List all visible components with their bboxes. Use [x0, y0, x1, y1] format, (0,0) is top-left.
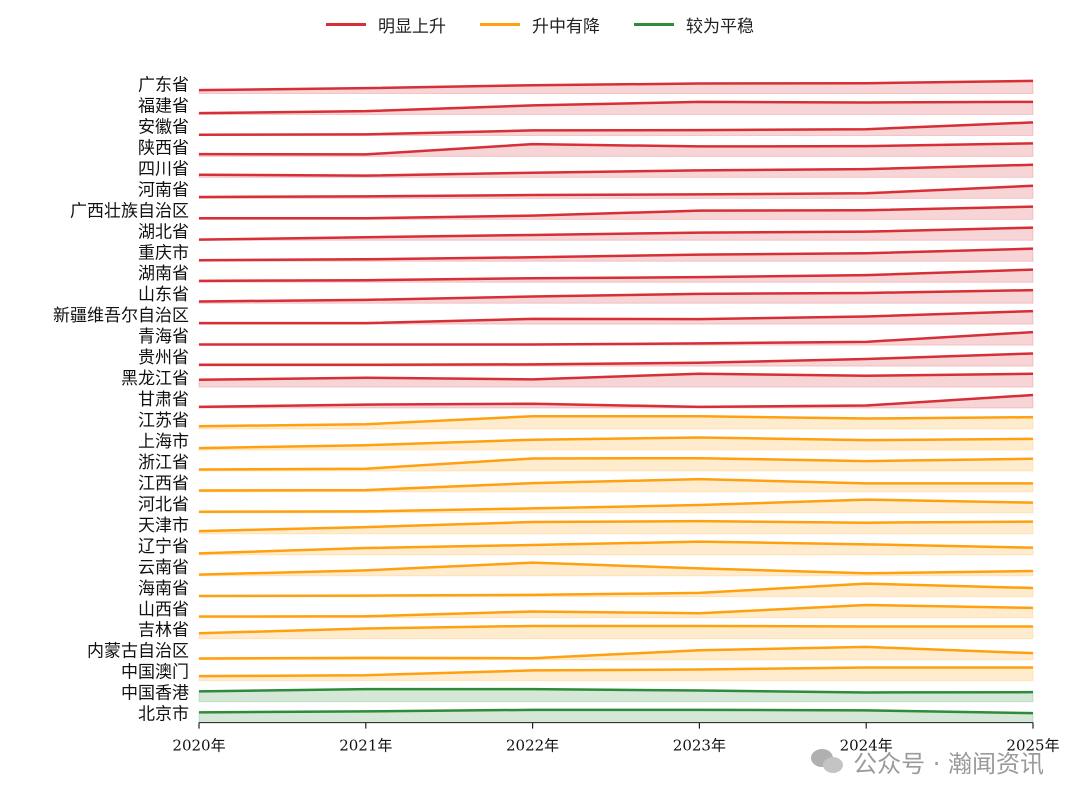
- row-label: 四川省: [138, 159, 189, 179]
- ridge-line: [198, 477, 1033, 492]
- row-label: 山西省: [138, 600, 189, 620]
- x-tick-label: 2020年: [172, 737, 225, 755]
- ridge-line: [198, 624, 1033, 635]
- ridge-line: [198, 582, 1034, 598]
- row-label: 山东省: [138, 285, 189, 305]
- ridge-line: [198, 288, 1034, 303]
- row-label: 中国香港: [121, 684, 189, 704]
- row-label: 新疆维吾尔自治区: [53, 306, 189, 326]
- x-tick-label: 2021年: [339, 737, 392, 755]
- watermark-text: 公众号 · 瀚闻资讯: [853, 750, 1044, 778]
- ridge-line: [198, 184, 1034, 199]
- row-label: 江苏省: [138, 411, 189, 431]
- legend-item-fluctuating: 升中有降: [480, 12, 600, 37]
- row-label: 河北省: [138, 495, 189, 515]
- legend-swatch-fluctuating: [480, 23, 520, 26]
- row-label: 辽宁省: [138, 537, 189, 557]
- legend-swatch-stable: [634, 23, 674, 26]
- row-label: 福建省: [138, 96, 189, 116]
- ridge-line: [198, 372, 1034, 382]
- ridge-line: [198, 498, 1034, 513]
- ridge-line: [198, 100, 1034, 115]
- wechat-icon: [811, 748, 845, 775]
- ridge-line: [198, 415, 1034, 428]
- ridge-line: [198, 121, 1034, 137]
- ridge-area: [198, 625, 1034, 640]
- ridge-line: [198, 268, 1034, 283]
- ridge-line: [198, 142, 1034, 156]
- legend-swatch-rising: [326, 23, 366, 26]
- ridge-line: [198, 436, 1034, 450]
- row-label: 甘肃省: [138, 390, 189, 410]
- row-label: 云南省: [138, 558, 189, 578]
- row-label: 浙江省: [138, 453, 189, 473]
- ridge-line: [198, 393, 1034, 409]
- x-tick-label: 2023年: [673, 737, 726, 755]
- row-label: 陕西省: [138, 138, 189, 158]
- ridge-line: [199, 330, 1034, 346]
- x-tick-label: 2025年: [1006, 737, 1059, 755]
- legend-item-rising: 明显上升: [326, 12, 446, 37]
- x-tick-label: 2024年: [840, 737, 893, 755]
- row-label: 海南省: [138, 579, 189, 599]
- ridge-line: [198, 708, 1034, 715]
- legend: 明显上升 升中有降 较为平稳: [0, 12, 1080, 37]
- row-label: 黑龙江省: [121, 369, 189, 389]
- x-tick-label: 2022年: [506, 737, 559, 755]
- ridge-line: [199, 309, 1034, 325]
- row-label: 湖南省: [138, 264, 189, 284]
- row-label: 青海省: [138, 327, 189, 347]
- ridge-line: [198, 79, 1034, 92]
- legend-label-rising: 明显上升: [378, 17, 446, 37]
- ridge-line: [198, 666, 1033, 678]
- row-label: 天津市: [138, 516, 189, 536]
- ridge-line: [198, 456, 1034, 471]
- legend-label-fluctuating: 升中有降: [532, 17, 600, 37]
- row-label: 中国澳门: [121, 663, 189, 683]
- row-label: 安徽省: [138, 117, 189, 137]
- watermark: 公众号 · 瀚闻资讯: [811, 744, 1044, 779]
- ridge-line: [198, 540, 1034, 555]
- row-label: 内蒙古自治区: [87, 642, 189, 662]
- row-label: 湖北省: [138, 222, 189, 242]
- row-label: 北京市: [138, 705, 189, 725]
- ridge-line: [198, 163, 1034, 177]
- ridge-line: [198, 247, 1034, 262]
- row-label: 江西省: [138, 474, 189, 494]
- row-label: 河南省: [138, 180, 189, 200]
- ridge-line: [199, 352, 1034, 367]
- row-label: 上海市: [138, 432, 189, 452]
- ridge-line: [199, 205, 1034, 220]
- legend-item-stable: 较为平稳: [634, 12, 754, 37]
- ridge-line: [198, 226, 1034, 241]
- row-label: 重庆市: [138, 243, 189, 263]
- row-label: 贵州省: [138, 348, 189, 368]
- row-label: 广西壮族自治区: [70, 201, 189, 221]
- ridge-line: [198, 687, 1034, 694]
- ridge-line: [198, 519, 1034, 533]
- ridge-line: [198, 645, 1034, 660]
- legend-label-stable: 较为平稳: [686, 17, 754, 37]
- ridge-line: [198, 561, 1034, 576]
- row-label: 吉林省: [138, 621, 189, 641]
- row-label: 广东省: [138, 76, 189, 96]
- ridge-line: [198, 603, 1034, 618]
